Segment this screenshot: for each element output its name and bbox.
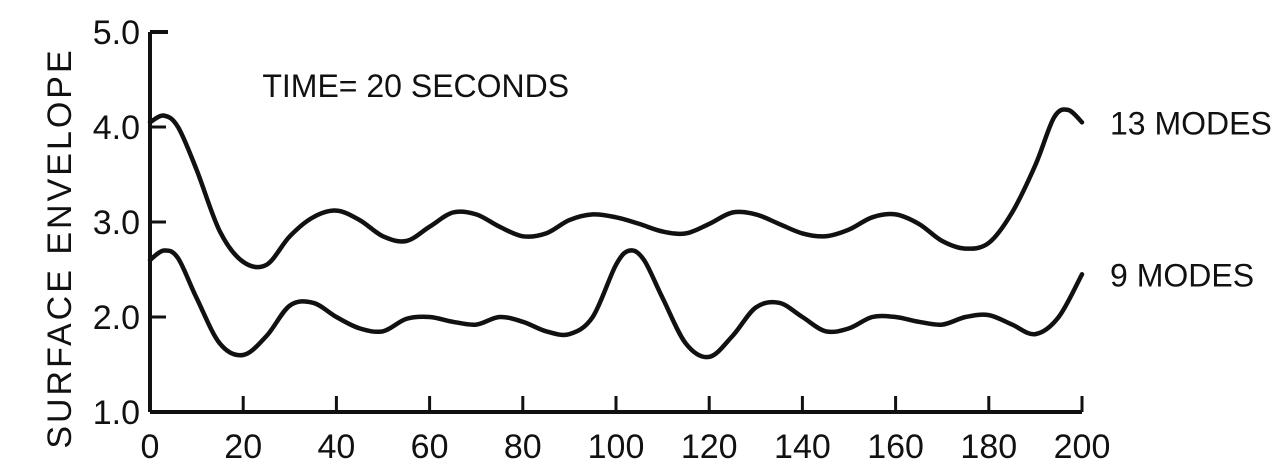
x-tick-label: 180 [960, 428, 1017, 466]
series-line-nine-modes [147, 248, 1085, 360]
x-tick-label: 80 [504, 428, 542, 466]
x-tick-label: 20 [224, 428, 262, 466]
series-label: 13 MODES [1110, 105, 1272, 141]
y-tick-label: 5.0 [93, 14, 140, 52]
x-tick-label: 140 [774, 428, 831, 466]
x-tick-label: 100 [588, 428, 645, 466]
x-tick-label: 160 [867, 428, 924, 466]
plot-area [147, 107, 1085, 360]
y-tick-label: 4.0 [93, 109, 140, 147]
series-label: 9 MODES [1110, 257, 1254, 293]
x-tick-label: 200 [1054, 428, 1111, 466]
axes: 1.0 2.0 3.0 4.0 5.0 0 20 40 60 80 100 120 140 160 180 2… [93, 14, 1111, 466]
series-line-thirteen-modes [147, 107, 1085, 270]
x-tick-label: 60 [411, 428, 449, 466]
y-tick-label: 1.0 [93, 394, 140, 432]
chart-labels: 13 MODES 9 MODES TIME= 20 SECONDS [262, 68, 1271, 293]
y-axis-label: SURFACE ENVELOPE [41, 47, 79, 448]
x-tick-label: 40 [317, 428, 355, 466]
annotation-time: TIME= 20 SECONDS [262, 68, 569, 104]
y-tick-label: 3.0 [93, 204, 140, 242]
x-tick-label: 120 [681, 428, 738, 466]
y-tick-label: 2.0 [93, 299, 140, 337]
x-tick-label: 0 [141, 428, 160, 466]
